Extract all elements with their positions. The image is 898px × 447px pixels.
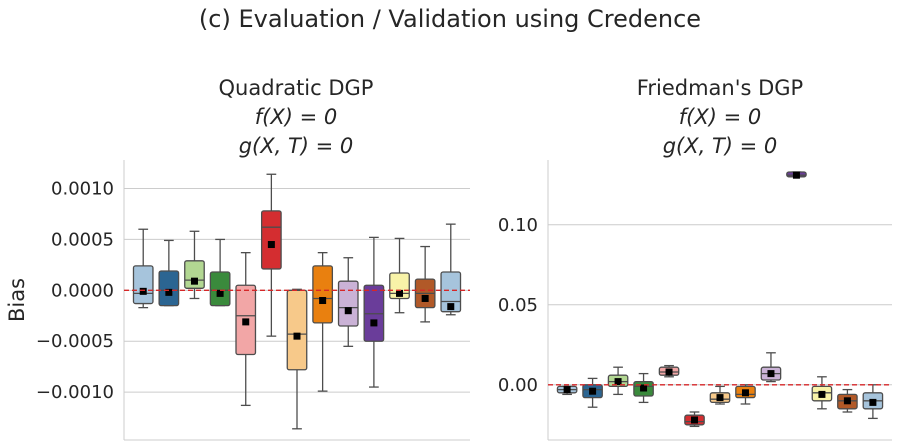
mean-marker xyxy=(396,289,404,297)
friedman-dgp-g-formula: g(X, T) = 0 xyxy=(663,134,778,158)
box-series-6 xyxy=(260,173,282,337)
mean-marker xyxy=(614,378,622,386)
box-series-4 xyxy=(633,372,654,404)
mean-marker xyxy=(319,297,327,305)
box-series-12 xyxy=(414,245,436,323)
iqr-box xyxy=(184,260,205,289)
y-tick-label: 0.10 xyxy=(498,215,538,236)
mean-marker xyxy=(640,384,648,392)
y-tick-label: 0.0000 xyxy=(51,280,114,301)
quadratic-dgp-title: Quadratic DGP xyxy=(219,76,374,100)
box-series-2 xyxy=(158,239,180,307)
quadratic-dgp-g-formula: g(X, T) = 0 xyxy=(239,134,354,158)
mean-marker xyxy=(293,332,301,340)
y-tick-label: −0.0005 xyxy=(36,331,114,352)
mean-marker xyxy=(563,386,571,394)
box-series-13 xyxy=(440,223,462,316)
box-series-13 xyxy=(862,384,884,420)
mean-marker xyxy=(691,416,699,424)
mean-marker xyxy=(370,319,378,327)
figure-title: (c) Evaluation / Validation using Creden… xyxy=(199,5,701,33)
box-series-9 xyxy=(760,352,782,383)
mean-marker xyxy=(843,397,851,405)
mean-marker xyxy=(792,171,800,179)
mean-marker xyxy=(242,318,250,326)
quadratic-dgp-plot: 0.0010 0.0005 0.0000 −0.0005 −0.0010 xyxy=(36,160,470,441)
y-tick-label: 0.05 xyxy=(498,295,538,316)
iqr-box xyxy=(389,272,410,300)
mean-marker xyxy=(165,288,173,296)
box-series-5 xyxy=(658,364,680,378)
box-series-5 xyxy=(235,252,257,407)
box-series-3 xyxy=(607,366,629,396)
box-series-3 xyxy=(184,230,205,300)
box-series-11 xyxy=(811,376,833,410)
box-series-7 xyxy=(286,288,308,430)
iqr-box xyxy=(260,210,282,270)
box-series-4 xyxy=(209,238,231,307)
mean-marker xyxy=(190,277,198,285)
mean-marker xyxy=(267,241,275,249)
iqr-box xyxy=(209,271,231,307)
box-series-11 xyxy=(389,237,410,314)
iqr-box xyxy=(158,270,180,307)
box-series-1 xyxy=(556,385,578,396)
mean-marker xyxy=(344,307,352,315)
quadratic-dgp-panel: Quadratic DGP f(X) = 0 g(X, T) = 0 Bias … xyxy=(5,76,470,441)
box-series-12 xyxy=(837,388,858,413)
friedman-dgp-title: Friedman's DGP xyxy=(637,76,803,100)
friedman-dgp-plot: 0.10 0.05 0.00 xyxy=(498,160,892,441)
mean-marker xyxy=(716,394,724,402)
mean-marker xyxy=(818,390,826,398)
mean-marker xyxy=(767,370,775,378)
friedman-dgp-f-formula: f(X) = 0 xyxy=(679,105,761,129)
iqr-box xyxy=(312,265,334,324)
mean-marker xyxy=(869,398,877,406)
mean-marker xyxy=(216,289,224,297)
iqr-box xyxy=(337,280,359,327)
y-tick-label: 0.0005 xyxy=(51,229,114,250)
box-series-10 xyxy=(786,171,807,179)
box-series-9 xyxy=(337,257,359,347)
y-tick-label: −0.0010 xyxy=(36,382,114,403)
box-series-7 xyxy=(709,385,731,405)
box-series-2 xyxy=(582,377,603,408)
box-series-8 xyxy=(735,384,756,405)
mean-marker xyxy=(665,368,673,376)
mean-marker xyxy=(421,294,429,302)
box-series-1 xyxy=(132,228,154,309)
box-series-10 xyxy=(363,236,385,388)
iqr-box xyxy=(132,265,154,305)
quadratic-dgp-f-formula: f(X) = 0 xyxy=(255,105,337,129)
iqr-box xyxy=(286,289,308,371)
box-series-6 xyxy=(684,411,705,428)
box-series-8 xyxy=(312,252,334,392)
friedman-dgp-panel: Friedman's DGP f(X) = 0 g(X, T) = 0 0.10… xyxy=(498,76,892,441)
y-tick-label: 0.00 xyxy=(498,375,538,396)
mean-marker xyxy=(741,389,749,397)
mean-marker xyxy=(447,303,455,311)
y-axis-label: Bias xyxy=(5,278,29,322)
y-tick-label: 0.0010 xyxy=(51,179,114,200)
mean-marker xyxy=(139,287,147,295)
mean-marker xyxy=(589,387,597,395)
